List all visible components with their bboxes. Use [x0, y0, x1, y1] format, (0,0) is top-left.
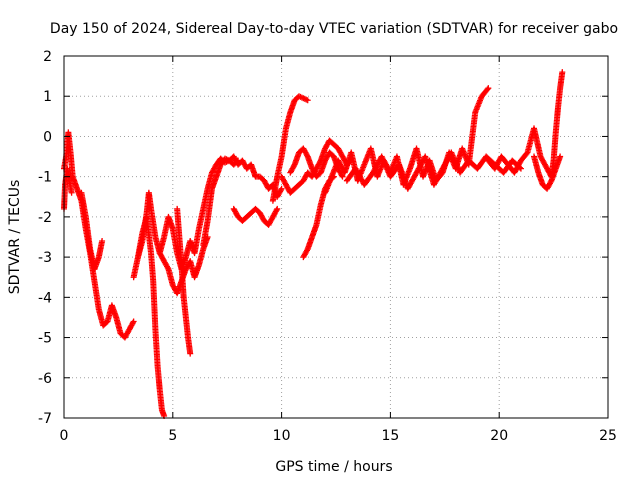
data-point — [290, 162, 297, 169]
data-point — [130, 318, 137, 325]
data-point — [164, 264, 171, 271]
y-axis-label: SDTVAR / TECUs — [7, 180, 23, 295]
y-tick-label: 1 — [43, 89, 52, 105]
x-tick-label: 25 — [599, 428, 617, 444]
data-point — [559, 69, 566, 76]
data-point — [547, 179, 554, 186]
y-tick-label: -3 — [38, 250, 52, 266]
data-point — [303, 247, 310, 254]
data-layer — [61, 69, 566, 419]
data-point — [484, 86, 491, 93]
data-series-track-12 — [287, 145, 346, 180]
data-series-track-9 — [230, 205, 281, 228]
data-point — [304, 97, 311, 104]
y-tick-label: 2 — [43, 49, 52, 65]
chart-title: Day 150 of 2024, Sidereal Day-to-day VTE… — [50, 21, 618, 37]
x-tick-label: 0 — [60, 428, 69, 444]
y-tick-label: 0 — [43, 129, 52, 145]
data-point — [68, 189, 75, 196]
y-tick-label: -5 — [38, 331, 52, 347]
data-series-track-7 — [174, 205, 194, 357]
data-point — [523, 150, 530, 157]
x-axis-label: GPS time / hours — [275, 459, 392, 475]
data-point — [278, 185, 285, 192]
y-tick-label: -2 — [38, 210, 52, 226]
data-point — [129, 319, 136, 326]
data-series-track-3 — [78, 189, 106, 273]
data-point — [303, 152, 310, 159]
y-tick-label: -4 — [38, 290, 52, 306]
y-tick-label: -7 — [38, 411, 52, 427]
data-point — [338, 172, 345, 179]
data-point — [274, 205, 281, 212]
ticks: 0 5 10 15 20 25 -7 -6 -5 -4 -3 -2 -1 0 1 2 — [38, 49, 617, 444]
data-point — [557, 153, 564, 160]
plot-frame — [63, 55, 609, 419]
x-tick-label: 5 — [168, 428, 177, 444]
x-tick-label: 15 — [381, 428, 399, 444]
data-point — [485, 85, 492, 92]
x-tick-label: 10 — [273, 428, 291, 444]
y-tick-label: -1 — [38, 170, 52, 186]
y-tick-label: -6 — [38, 371, 52, 387]
data-point — [99, 238, 106, 245]
data-point — [273, 207, 280, 214]
x-tick-label: 20 — [490, 428, 508, 444]
data-point — [187, 350, 194, 357]
data-point — [277, 187, 284, 194]
data-point — [339, 173, 346, 180]
data-series-track-17 — [531, 153, 564, 192]
